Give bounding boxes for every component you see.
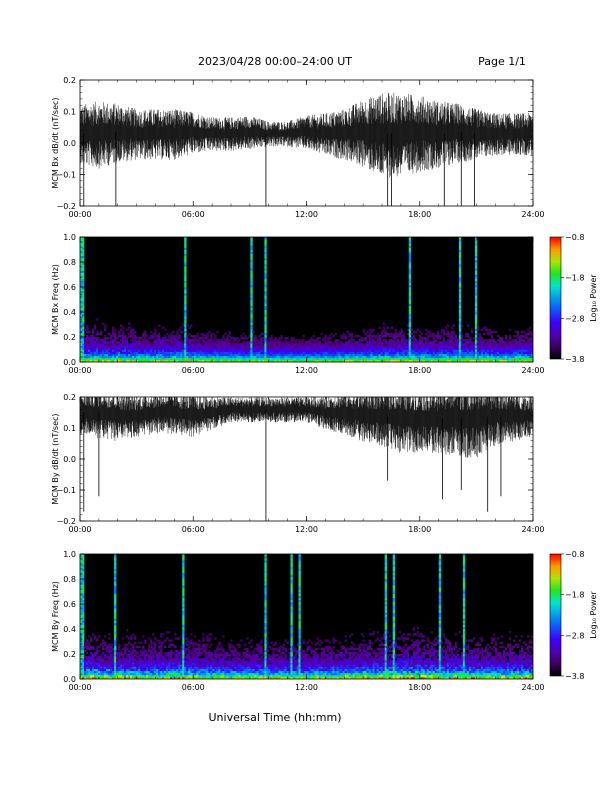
colorbar-tick-label: −0.8	[565, 233, 584, 242]
y-tick-label: 0.8	[63, 258, 76, 267]
y-tick-label: 0.2	[63, 650, 76, 659]
panel-3: −0.2 −0.1 0.0 0.1 0.2 00:00 06:00 12:00 18:00 24:…	[51, 393, 545, 534]
x-tick-label: 24:00	[521, 683, 544, 692]
x-tick-label: 18:00	[408, 683, 431, 692]
x-tick-label: 06:00	[182, 210, 205, 219]
x-tick-label: 00:00	[68, 366, 91, 375]
y-axis-label: MCM Bx Freq (Hz)	[51, 264, 60, 335]
y-tick-label: 0.8	[63, 575, 76, 584]
y-tick-label: 0.4	[63, 625, 76, 634]
colorbar-label: Log₁₀ Power	[589, 274, 598, 322]
panel-1: −0.2 −0.1 0.0 0.1 0.2 00:00 06:00 12:00 18:00 24:…	[51, 76, 545, 219]
x-tick-label: 18:00	[408, 525, 431, 534]
x-tick-label: 12:00	[295, 210, 318, 219]
colorbar-tick-label: −1.8	[565, 274, 584, 283]
y-tick-label: 1.0	[63, 233, 76, 242]
y-tick-label: 0.1	[63, 424, 76, 433]
colorbar-tick-label: −2.8	[565, 314, 584, 323]
x-tick-label: 06:00	[182, 366, 205, 375]
y-tick-label: 0.0	[63, 455, 76, 464]
x-tick-label: 24:00	[521, 366, 544, 375]
y-tick-label: 0.0	[63, 358, 76, 367]
data-trace	[80, 92, 533, 178]
page-indicator: Page 1/1	[478, 55, 526, 68]
x-tick-label: 00:00	[68, 210, 91, 219]
y-tick-label: 0.0	[63, 675, 76, 684]
y-axis-label: MCM Bx dB/dt (nT/sec)	[51, 97, 60, 188]
colorbar	[549, 236, 562, 360]
y-tick-label: −0.2	[57, 202, 76, 211]
x-tick-label: 00:00	[68, 525, 91, 534]
y-tick-label: 0.2	[63, 333, 76, 342]
x-tick-label: 06:00	[182, 525, 205, 534]
y-tick-label: 0.1	[63, 108, 76, 117]
spectrogram-cells	[80, 554, 533, 679]
y-tick-label: 0.4	[63, 308, 76, 317]
x-tick-label: 12:00	[295, 366, 318, 375]
x-tick-label: 24:00	[521, 210, 544, 219]
y-tick-label: −0.1	[57, 486, 76, 495]
colorbar-tick-label: −0.8	[565, 550, 584, 559]
x-tick-label: 00:00	[68, 683, 91, 692]
y-tick-label: 0.2	[63, 76, 76, 85]
x-tick-label: 18:00	[408, 210, 431, 219]
x-axis-title: Universal Time (hh:mm)	[209, 711, 342, 724]
x-tick-label: 12:00	[295, 525, 318, 534]
x-tick-label: 12:00	[295, 683, 318, 692]
y-tick-label: 1.0	[63, 550, 76, 559]
panel-4: −0.8 −1.8 −2.8 −3.8 Log₁₀ Power 0.0 0.2 0.4 0.6 0…	[51, 550, 598, 692]
colorbar-tick-label: −3.8	[565, 672, 584, 681]
y-axis-label: MCM By Freq (Hz)	[51, 581, 60, 652]
y-tick-label: 0.6	[63, 600, 76, 609]
y-tick-label: 0.2	[63, 393, 76, 402]
x-tick-label: 06:00	[182, 683, 205, 692]
colorbar-tick-label: −2.8	[565, 631, 584, 640]
x-tick-label: 24:00	[521, 525, 544, 534]
y-tick-label: 0.0	[63, 139, 76, 148]
y-axis-label: MCM By dB/dt (nT/sec)	[51, 413, 60, 504]
colorbar-tick-label: −3.8	[565, 355, 584, 364]
panels: −0.2 −0.1 0.0 0.1 0.2 00:00 06:00 12:00 18:00 24:…	[51, 76, 598, 692]
x-tick-label: 18:00	[408, 366, 431, 375]
colorbar	[549, 553, 562, 677]
panel-2: −0.8 −1.8 −2.8 −3.8 Log₁₀ Power 0.0 0.2 0.4 0.6 0…	[51, 233, 598, 375]
colorbar-label: Log₁₀ Power	[589, 591, 598, 639]
y-tick-label: −0.1	[57, 171, 76, 180]
figure-title: 2023/04/28 00:00–24:00 UT	[198, 55, 352, 68]
y-tick-label: 0.6	[63, 283, 76, 292]
y-tick-label: −0.2	[57, 517, 76, 526]
colorbar-tick-label: −1.8	[565, 591, 584, 600]
data-trace	[80, 397, 533, 458]
